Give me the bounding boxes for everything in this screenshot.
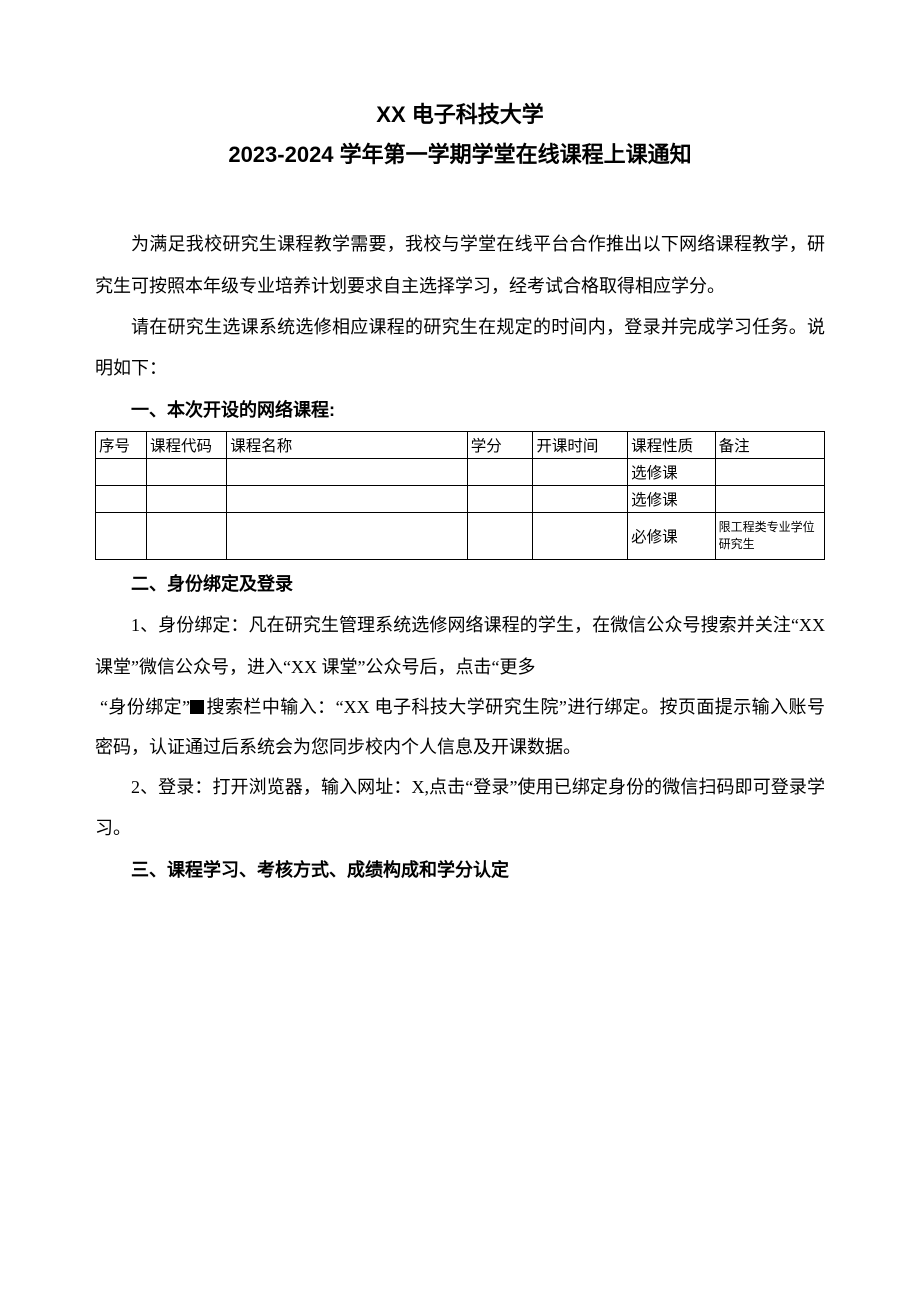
section-3-heading: 三、课程学习、考核方式、成绩构成和学分认定 bbox=[95, 850, 825, 891]
cell-credit bbox=[467, 513, 533, 560]
cell-type: 选修课 bbox=[628, 486, 715, 513]
section-2-p2: 2、登录：打开浏览器，输入网址：X,点击“登录”使用已绑定身份的微信扫码即可登录… bbox=[95, 767, 825, 850]
table-header-row: 序号 课程代码 课程名称 学分 开课时间 课程性质 备注 bbox=[96, 432, 825, 459]
cell-credit bbox=[467, 459, 533, 486]
cell-code bbox=[147, 486, 227, 513]
cell-remark bbox=[715, 486, 824, 513]
table-row: 选修课 bbox=[96, 459, 825, 486]
cell-seq bbox=[96, 513, 147, 560]
table-row: 必修课 限工程类专业学位研究生 bbox=[96, 513, 825, 560]
header-code: 课程代码 bbox=[147, 432, 227, 459]
cell-credit bbox=[467, 486, 533, 513]
cell-code bbox=[147, 459, 227, 486]
cell-time bbox=[533, 513, 628, 560]
section-2-heading: 二、身份绑定及登录 bbox=[95, 564, 825, 605]
cell-remark bbox=[715, 459, 824, 486]
cell-remark: 限工程类专业学位研究生 bbox=[715, 513, 824, 560]
header-credit: 学分 bbox=[467, 432, 533, 459]
course-table: 序号 课程代码 课程名称 学分 开课时间 课程性质 备注 选修课 选修课 bbox=[95, 431, 825, 560]
section-2-p1a: 1、身份绑定：凡在研究生管理系统选修网络课程的学生，在微信公众号搜索并关注“XX… bbox=[95, 605, 825, 688]
cell-type: 选修课 bbox=[628, 459, 715, 486]
section-2-p1b: “身份绑定”搜索栏中输入：“XX 电子科技大学研究生院”进行绑定。按页面提示输入… bbox=[95, 688, 825, 767]
document-title: XX 电子科技大学 2023-2024 学年第一学期学堂在线课程上课通知 bbox=[95, 95, 825, 174]
cell-time bbox=[533, 486, 628, 513]
cell-name bbox=[227, 459, 468, 486]
cell-type: 必修课 bbox=[628, 513, 715, 560]
intro-paragraph-1: 为满足我校研究生课程教学需要，我校与学堂在线平台合作推出以下网络课程教学，研究生… bbox=[95, 224, 825, 307]
title-line-1: XX 电子科技大学 bbox=[95, 95, 825, 135]
header-seq: 序号 bbox=[96, 432, 147, 459]
cell-seq bbox=[96, 486, 147, 513]
title-line-2: 2023-2024 学年第一学期学堂在线课程上课通知 bbox=[95, 135, 825, 175]
arrow-icon bbox=[190, 700, 204, 714]
binding-label-prefix: “身份绑定” bbox=[100, 697, 190, 717]
header-time: 开课时间 bbox=[533, 432, 628, 459]
section-1-heading: 一、本次开设的网络课程: bbox=[95, 390, 825, 431]
binding-label-suffix: 搜索栏中输入：“XX 电子科技大学研究生院”进行绑定。按页面提示输入账号密码，认… bbox=[95, 697, 825, 757]
cell-time bbox=[533, 459, 628, 486]
cell-name bbox=[227, 486, 468, 513]
header-name: 课程名称 bbox=[227, 432, 468, 459]
table-row: 选修课 bbox=[96, 486, 825, 513]
cell-seq bbox=[96, 459, 147, 486]
intro-paragraph-2: 请在研究生选课系统选修相应课程的研究生在规定的时间内，登录并完成学习任务。说明如… bbox=[95, 307, 825, 390]
header-remark: 备注 bbox=[715, 432, 824, 459]
cell-code bbox=[147, 513, 227, 560]
header-type: 课程性质 bbox=[628, 432, 715, 459]
cell-name bbox=[227, 513, 468, 560]
